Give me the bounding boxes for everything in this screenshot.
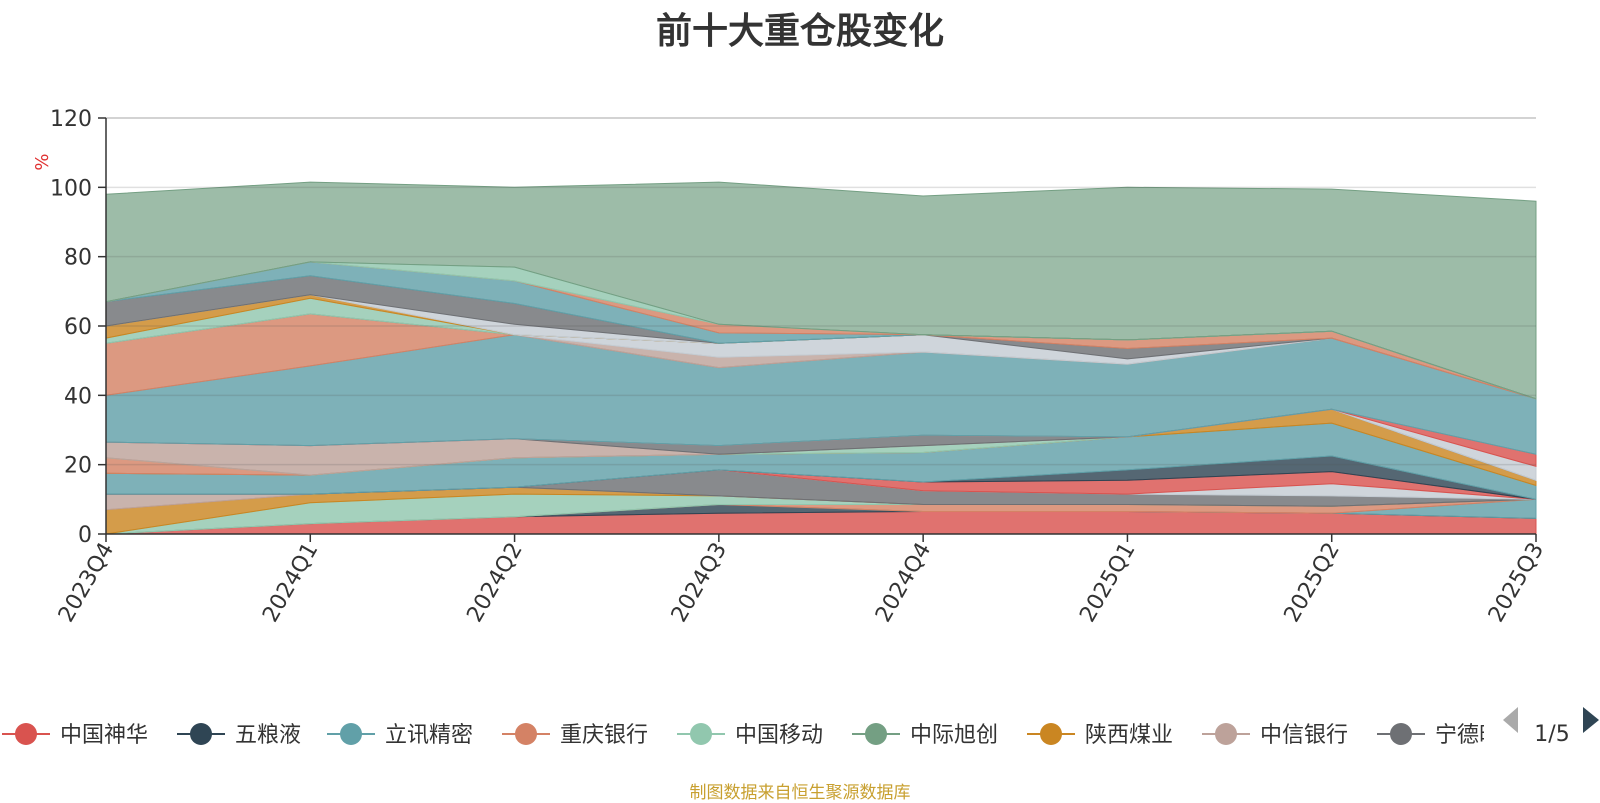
legend-item-陕西煤业[interactable]: 陕西煤业 (1027, 723, 1173, 748)
x-tick-label-2023Q4: 2023Q4 (54, 539, 119, 627)
legend-pager: 1/5 (1503, 707, 1599, 747)
legend-marker-icon (15, 723, 37, 745)
legend-label: 中信银行 (1260, 723, 1348, 748)
y-ticks: 0 20 40 60 80 100 120 (50, 107, 106, 548)
y-tick-label-100: 100 (50, 176, 92, 201)
legend-item-立讯精密[interactable]: 立讯精密 (327, 723, 473, 748)
source-note: 制图数据来自恒生聚源数据库 (689, 783, 911, 803)
legend-marker-icon (1215, 723, 1237, 745)
legend-item-宁德时代[interactable]: 宁德时代 (1377, 723, 1523, 748)
legend-label: 中国移动 (735, 723, 823, 748)
x-tick-label-2025Q1: 2025Q1 (1075, 539, 1140, 627)
legend-label: 重庆银行 (560, 723, 648, 748)
x-tick-label-2024Q1: 2024Q1 (258, 539, 323, 627)
legend-marker-icon (865, 723, 887, 745)
x-tick-label-2024Q2: 2024Q2 (462, 539, 527, 627)
legend-marker-icon (190, 723, 212, 745)
legend-label: 立讯精密 (385, 723, 473, 748)
legend-marker-icon (340, 723, 362, 745)
y-tick-label-40: 40 (64, 384, 92, 409)
legend-next-arrow-icon[interactable] (1583, 707, 1599, 733)
x-tick-label-2024Q4: 2024Q4 (871, 539, 936, 627)
legend-label: 中际旭创 (910, 723, 998, 748)
legend-item-五粮液[interactable]: 五粮液 (177, 723, 301, 748)
y-tick-label-0: 0 (78, 523, 92, 548)
legend-label: 五粮液 (235, 723, 301, 748)
legend-item-中际旭创[interactable]: 中际旭创 (852, 723, 998, 748)
legend-marker-icon (690, 723, 712, 745)
x-tick-label-2024Q3: 2024Q3 (667, 539, 732, 627)
legend-label: 中国神华 (60, 723, 148, 748)
legend-page-indicator: 1/5 (1534, 722, 1569, 747)
legend-item-中信银行[interactable]: 中信银行 (1202, 723, 1348, 748)
chart-title: 前十大重仓股变化 (655, 11, 944, 52)
legend-prev-arrow-icon[interactable] (1503, 707, 1518, 733)
legend-item-中国神华[interactable]: 中国神华 (2, 723, 148, 748)
grid-lines (106, 117, 1536, 466)
legend-item-中国移动[interactable]: 中国移动 (677, 723, 823, 748)
legend-item-重庆银行[interactable]: 重庆银行 (502, 723, 648, 748)
y-tick-label-120: 120 (50, 107, 92, 132)
y-axis-unit-label: % (32, 153, 53, 170)
legend-marker-icon (1040, 723, 1062, 745)
legend-marker-icon (515, 723, 537, 745)
x-ticks: 2023Q4 2024Q1 2024Q2 2024Q3 2024Q4 2025Q1 2025… (54, 534, 1549, 627)
x-tick-label-2025Q2: 2025Q2 (1280, 539, 1345, 627)
y-tick-label-80: 80 (64, 246, 92, 271)
y-tick-label-60: 60 (64, 315, 92, 340)
legend-label: 陕西煤业 (1085, 723, 1173, 748)
legend: 中国神华 五粮液 立讯精密 重庆银行 中国移动 中际旭创 陕西煤业 中信银行 宁德时代 (2, 723, 1523, 748)
x-tick-label-2025Q3: 2025Q3 (1484, 539, 1549, 627)
legend-marker-icon (1390, 723, 1412, 745)
area-series-34 (105, 181, 1537, 400)
legend-label: 宁德时代 (1435, 723, 1523, 748)
plot-areas (105, 181, 1537, 535)
y-tick-label-20: 20 (64, 454, 92, 479)
